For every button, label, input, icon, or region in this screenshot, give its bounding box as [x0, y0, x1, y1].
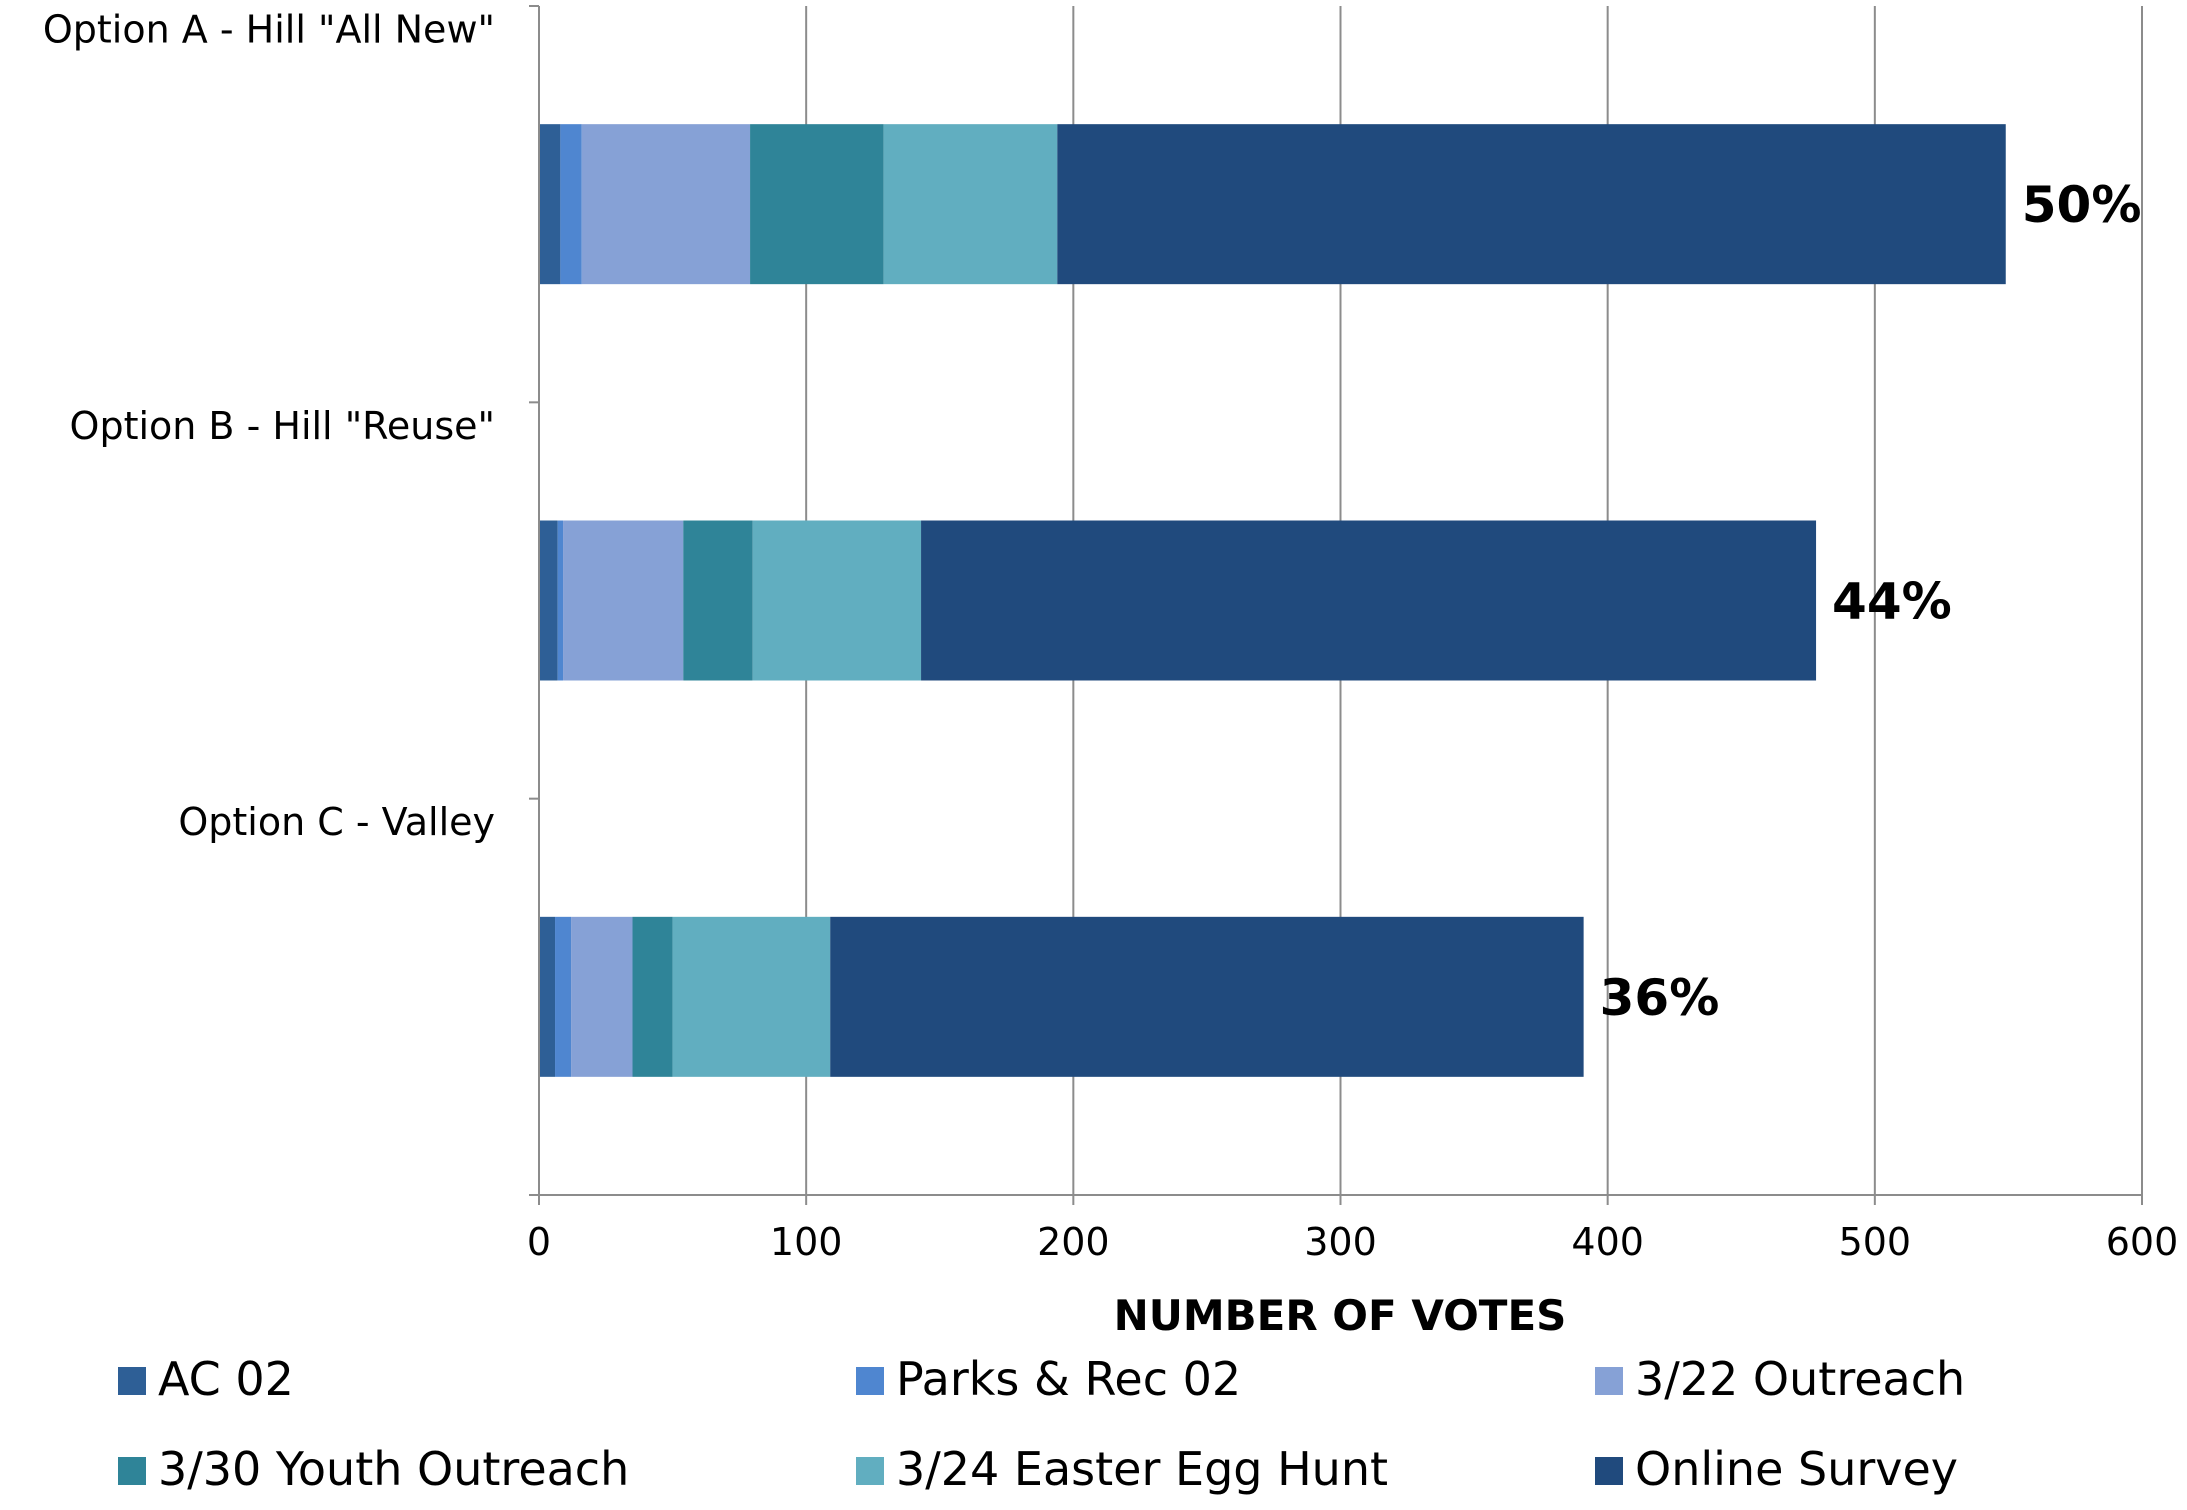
bar-segment [557, 520, 564, 681]
x-tick-label: 100 [770, 1220, 843, 1264]
legend: AC 02 Parks & Rec 02 3/22 Outreach 3/30 You… [118, 1352, 1965, 1496]
legend-swatch [118, 1457, 146, 1485]
bar-segment [563, 520, 684, 681]
bar-segment [683, 520, 753, 681]
legend-label: 3/24 Easter Egg Hunt [896, 1442, 1388, 1496]
legend-label: Parks & Rec 02 [896, 1352, 1241, 1406]
data-label: 36% [1600, 969, 1720, 1027]
bar-segment [1057, 124, 2006, 285]
bar-segment [539, 520, 558, 681]
data-label: 50% [2022, 176, 2142, 234]
x-tick-label: 200 [1037, 1220, 1110, 1264]
x-axis-title: NUMBER OF VOTES [1114, 1291, 1567, 1340]
bar-segment [581, 124, 751, 285]
category-labels: Option A - Hill "All New" Option B - Hill… [43, 8, 495, 845]
bar-segment [632, 916, 673, 1077]
legend-label: Online Survey [1635, 1442, 1958, 1496]
bar-segment [672, 916, 831, 1077]
bar-segment [539, 916, 556, 1077]
legend-swatch [1595, 1457, 1623, 1485]
legend-label: AC 02 [158, 1352, 294, 1406]
category-label: Option B - Hill "Reuse" [70, 404, 495, 448]
bar-segment [830, 916, 1584, 1077]
data-labels: 50% 44% 36% [1600, 176, 2142, 1027]
bars [539, 124, 2006, 1077]
x-tick-label: 500 [1839, 1220, 1912, 1264]
legend-label: 3/30 Youth Outreach [158, 1442, 629, 1496]
legend-swatch [1595, 1367, 1623, 1395]
bar-segment [539, 124, 561, 285]
x-tick-label: 0 [527, 1220, 551, 1264]
category-label: Option A - Hill "All New" [43, 8, 495, 52]
bar-segment [555, 916, 572, 1077]
bar-segment [921, 520, 1817, 681]
data-label: 44% [1832, 573, 1952, 631]
legend-label: 3/22 Outreach [1635, 1352, 1965, 1406]
bar-segment [883, 124, 1058, 285]
legend-swatch [856, 1367, 884, 1395]
tick-labels: 0 100 200 300 400 500 600 [527, 1220, 2178, 1264]
x-tick-label: 300 [1304, 1220, 1377, 1264]
legend-swatch [118, 1367, 146, 1395]
category-label: Option C - Valley [178, 800, 495, 844]
bar-segment [560, 124, 582, 285]
bar-segment [571, 916, 633, 1077]
x-tick-label: 600 [2106, 1220, 2179, 1264]
x-tick-label: 400 [1571, 1220, 1644, 1264]
axes [529, 5, 2143, 1205]
legend-swatch [856, 1457, 884, 1485]
bar-segment [752, 520, 922, 681]
bar-segment [750, 124, 884, 285]
